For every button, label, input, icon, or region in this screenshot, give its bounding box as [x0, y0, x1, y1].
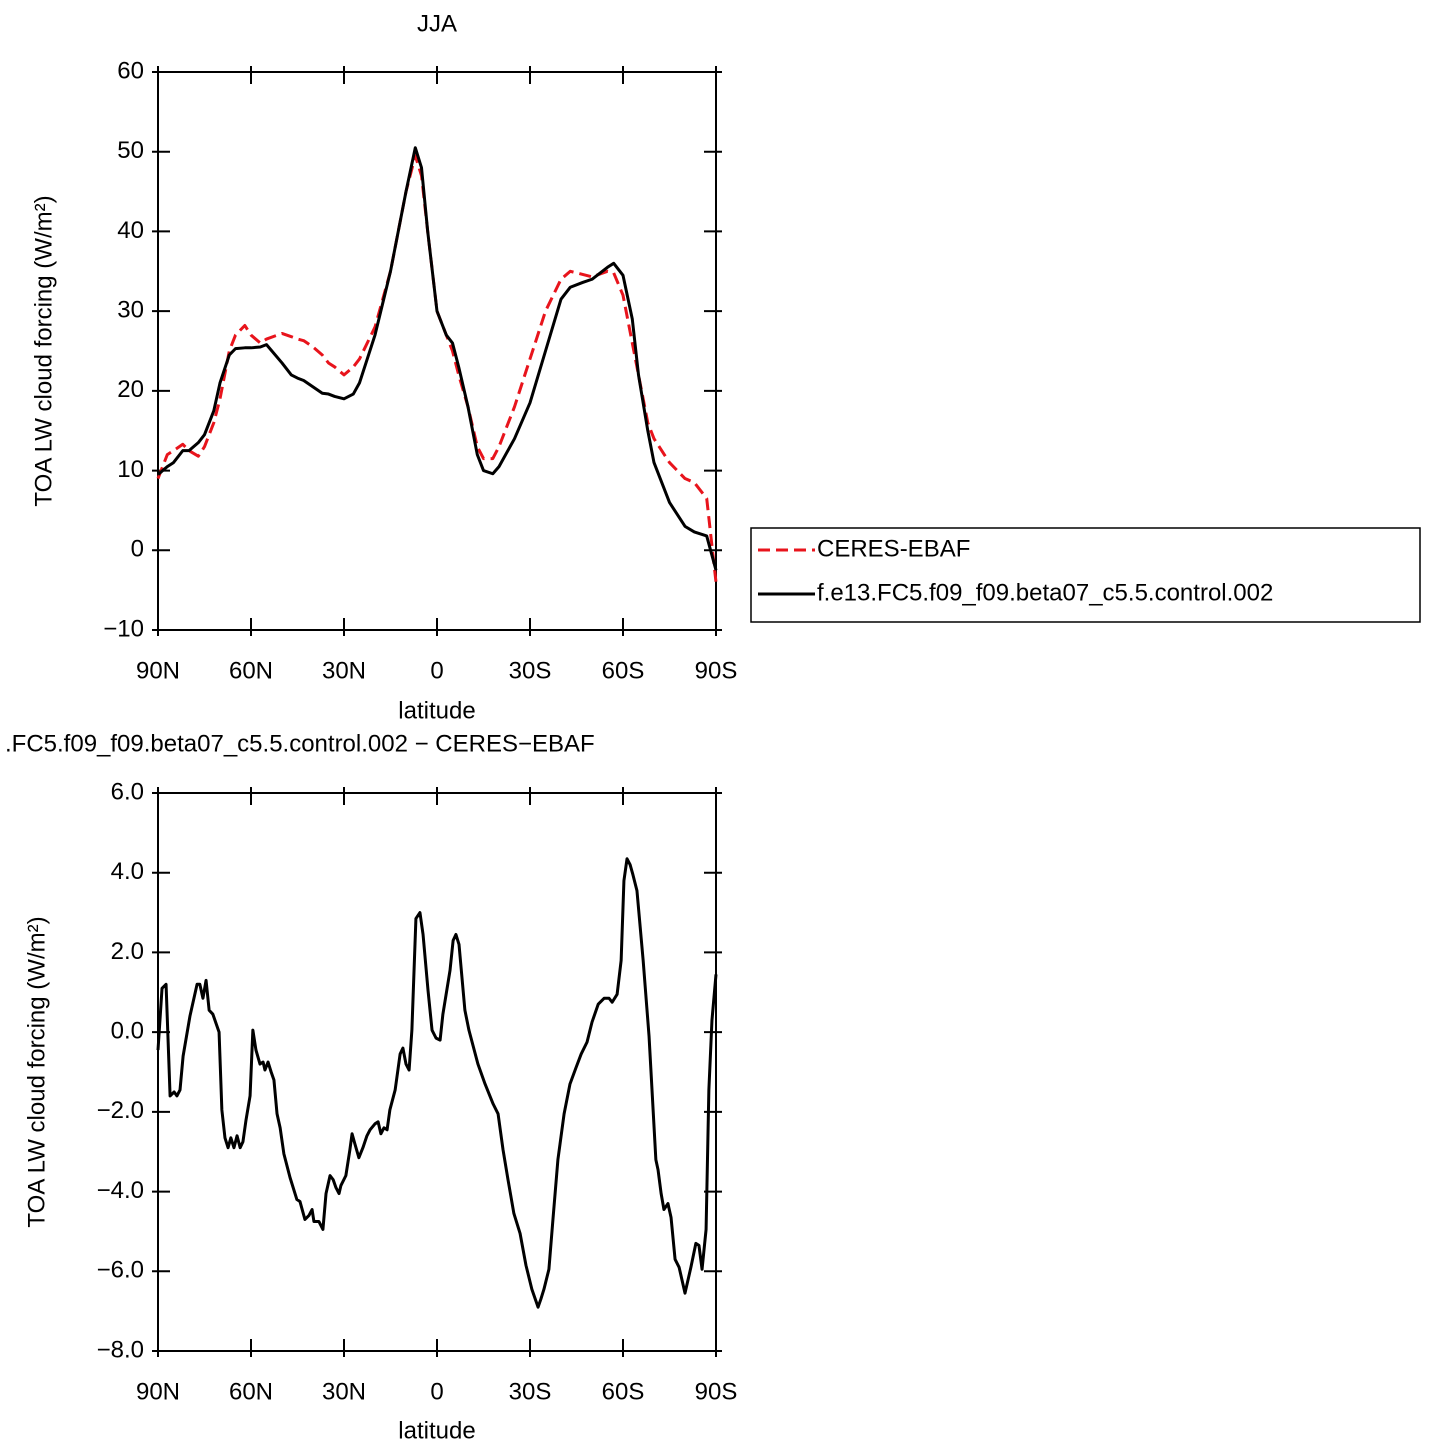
series-line — [156, 857, 718, 1309]
y-tick-label: −6.0 — [97, 1257, 144, 1284]
x-tick-label: 60N — [229, 657, 273, 684]
y-tick-label: −10 — [103, 615, 144, 642]
plot-frame — [157, 71, 717, 631]
x-tick-label: 30N — [322, 657, 366, 684]
legend-box — [750, 527, 1421, 623]
x-tick-label: 30N — [322, 1378, 366, 1405]
y-axis-label: TOA LW cloud forcing (W/m²) — [30, 195, 57, 506]
x-tick-label: 30S — [509, 1378, 552, 1405]
y-tick-label: 10 — [117, 456, 144, 483]
y-tick-label: −2.0 — [97, 1097, 144, 1124]
y-tick-label: −4.0 — [97, 1177, 144, 1204]
chart-title: JJA — [417, 10, 457, 37]
y-tick-label: 50 — [117, 137, 144, 164]
series-line — [157, 146, 718, 571]
y-tick-label: 40 — [117, 217, 144, 244]
y-tick-label: 0.0 — [111, 1017, 144, 1044]
x-tick-label: 60N — [229, 1378, 273, 1405]
x-tick-label: 90S — [695, 657, 738, 684]
y-tick-label: 6.0 — [111, 778, 144, 805]
y-axis-label: TOA LW cloud forcing (W/m²) — [23, 916, 50, 1227]
x-axis-label: latitude — [398, 697, 475, 724]
y-tick-label: 0 — [131, 536, 144, 563]
y-tick-label: 4.0 — [111, 858, 144, 885]
x-tick-label: 90N — [136, 657, 180, 684]
legend-label: f.e13.FC5.f09_f09.beta07_c5.5.control.00… — [817, 579, 1273, 606]
y-tick-label: 30 — [117, 296, 144, 323]
y-tick-label: 2.0 — [111, 938, 144, 965]
chart-title: .FC5.f09_f09.beta07_c5.5.control.002 − C… — [5, 730, 595, 757]
series-line — [156, 154, 718, 583]
y-tick-label: 20 — [117, 376, 144, 403]
x-tick-label: 90S — [695, 1378, 738, 1405]
x-tick-label: 0 — [430, 657, 443, 684]
x-tick-label: 0 — [430, 1378, 443, 1405]
x-axis-label: latitude — [398, 1417, 475, 1444]
x-tick-label: 60S — [602, 1378, 645, 1405]
x-tick-label: 90N — [136, 1378, 180, 1405]
x-tick-label: 60S — [602, 657, 645, 684]
legend-label: CERES-EBAF — [817, 535, 970, 562]
y-tick-label: 60 — [117, 57, 144, 84]
x-tick-label: 30S — [509, 657, 552, 684]
y-tick-label: −8.0 — [97, 1336, 144, 1363]
